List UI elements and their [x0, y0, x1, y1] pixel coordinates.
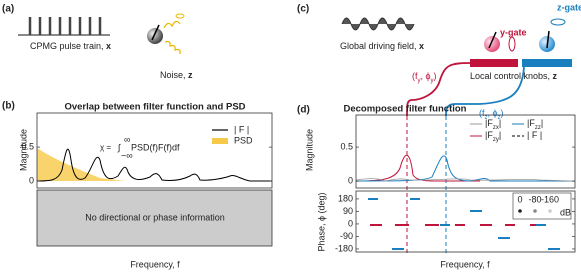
caption: Local control knobs, z [470, 71, 558, 81]
colorbar-label: -160 [541, 194, 559, 204]
text-part: zy [493, 137, 499, 143]
caption: Noise, z [160, 70, 193, 80]
text-part: (f [412, 71, 418, 81]
y-tick-label: 90 [343, 206, 353, 216]
text-part: | F | [527, 130, 542, 140]
formula-upper: ∞ [124, 134, 130, 144]
knob-label: (fz, ϕz) [479, 108, 504, 120]
panel-note: No directional or phase information [85, 212, 225, 222]
text-part: , ϕ [488, 108, 498, 118]
text-part: zz [535, 125, 541, 131]
y-tick-label: 0.5 [21, 141, 34, 151]
fzx-curve [355, 178, 576, 182]
y-ticks: 00.5 [340, 141, 575, 186]
integral-sign: ∫ [117, 142, 122, 152]
y-tick-label: -180 [335, 243, 353, 253]
y-label: Magnitude [304, 129, 314, 171]
y-tick-label: 180 [338, 193, 353, 203]
text-part: | [541, 118, 543, 128]
colorbar-swatch [548, 209, 552, 213]
psd-area [37, 148, 125, 181]
formula: χ = [100, 143, 111, 152]
y-tick-label: -90 [340, 231, 353, 241]
colorbar-label: 0 [517, 194, 522, 204]
svg-text:|Fzx|: |Fzx| [485, 118, 501, 130]
panel-label: (d) [297, 105, 310, 116]
text-part: ) [501, 108, 504, 118]
y-label: Magnitude [18, 129, 28, 171]
legend-label: PSD [234, 135, 253, 145]
text-part: z [498, 115, 501, 121]
text-part: zx [493, 125, 499, 131]
text-part: ) [434, 71, 437, 81]
legend-label: | F | [234, 124, 249, 134]
text-part: z [485, 115, 488, 121]
qubits [406, 18, 572, 255]
svg-text:|Fzy|: |Fzy| [485, 130, 501, 142]
colorbar-swatch [533, 209, 537, 213]
gate-label: y-gate [500, 27, 527, 37]
text-part: |F [485, 130, 493, 140]
text-part: y [418, 78, 421, 84]
plot-title: Overlap between filter function and PSD [64, 102, 245, 113]
text-part: , ϕ [421, 71, 431, 81]
phase-label: Phase, ϕ (deg) [316, 192, 326, 251]
y-tick-label: 0 [348, 218, 353, 228]
plot-title: Decomposed filter function [344, 104, 467, 115]
formula-body: PSD(f)F(f)df [131, 142, 180, 152]
fzy-curve [355, 154, 480, 182]
legend-swatch [212, 138, 228, 144]
y-ticks: 00.5 [21, 141, 272, 186]
colorbar: 0 -80 -160 [517, 194, 559, 213]
x-label: Frequency, f [440, 259, 490, 269]
svg-text:| F |: | F | [527, 130, 542, 140]
text-part: y [431, 78, 434, 84]
colorbar-label: -80 [528, 194, 541, 204]
fzz-curve [355, 155, 575, 182]
gate-label: z-gate [557, 2, 581, 12]
drive-wave [341, 17, 415, 31]
panel-label: (c) [297, 4, 309, 15]
colorbar-box [512, 192, 572, 220]
knob-label: (fy, ϕy) [412, 71, 437, 83]
y-tick-label: 0 [348, 176, 353, 186]
colorbar-unit: dB [560, 207, 571, 217]
phase-ticks: 180 90 0 -90 -180 [335, 193, 575, 253]
text-part: |F [527, 118, 535, 128]
panel-label: (b) [2, 101, 15, 112]
y-tick-label: 0 [29, 176, 34, 186]
noise-qubit [147, 13, 185, 55]
caption: CPMG pulse train, x [30, 41, 111, 51]
formula-lower: −∞ [121, 150, 133, 160]
text-part: | [499, 130, 501, 140]
y-tick-label: 0.5 [340, 141, 353, 151]
plot-frame [36, 112, 273, 189]
colorbar-swatch [518, 209, 522, 213]
empty-phase-panel [36, 189, 273, 247]
panel-label: (a) [2, 4, 14, 15]
text-part: | [499, 118, 501, 128]
filter-curve [36, 148, 272, 182]
pulse-train [18, 17, 110, 36]
legend: |Fzx| |Fzz| |Fzy| | F | [470, 118, 543, 143]
svg-text:|Fzz|: |Fzz| [527, 118, 543, 130]
plot-frame [355, 114, 576, 189]
x-label: Frequency, f [130, 259, 180, 269]
text-part: (f [479, 108, 485, 118]
phase-frame [355, 190, 576, 253]
caption: Global driving field, x [340, 41, 424, 51]
text-part: |F [485, 118, 493, 128]
